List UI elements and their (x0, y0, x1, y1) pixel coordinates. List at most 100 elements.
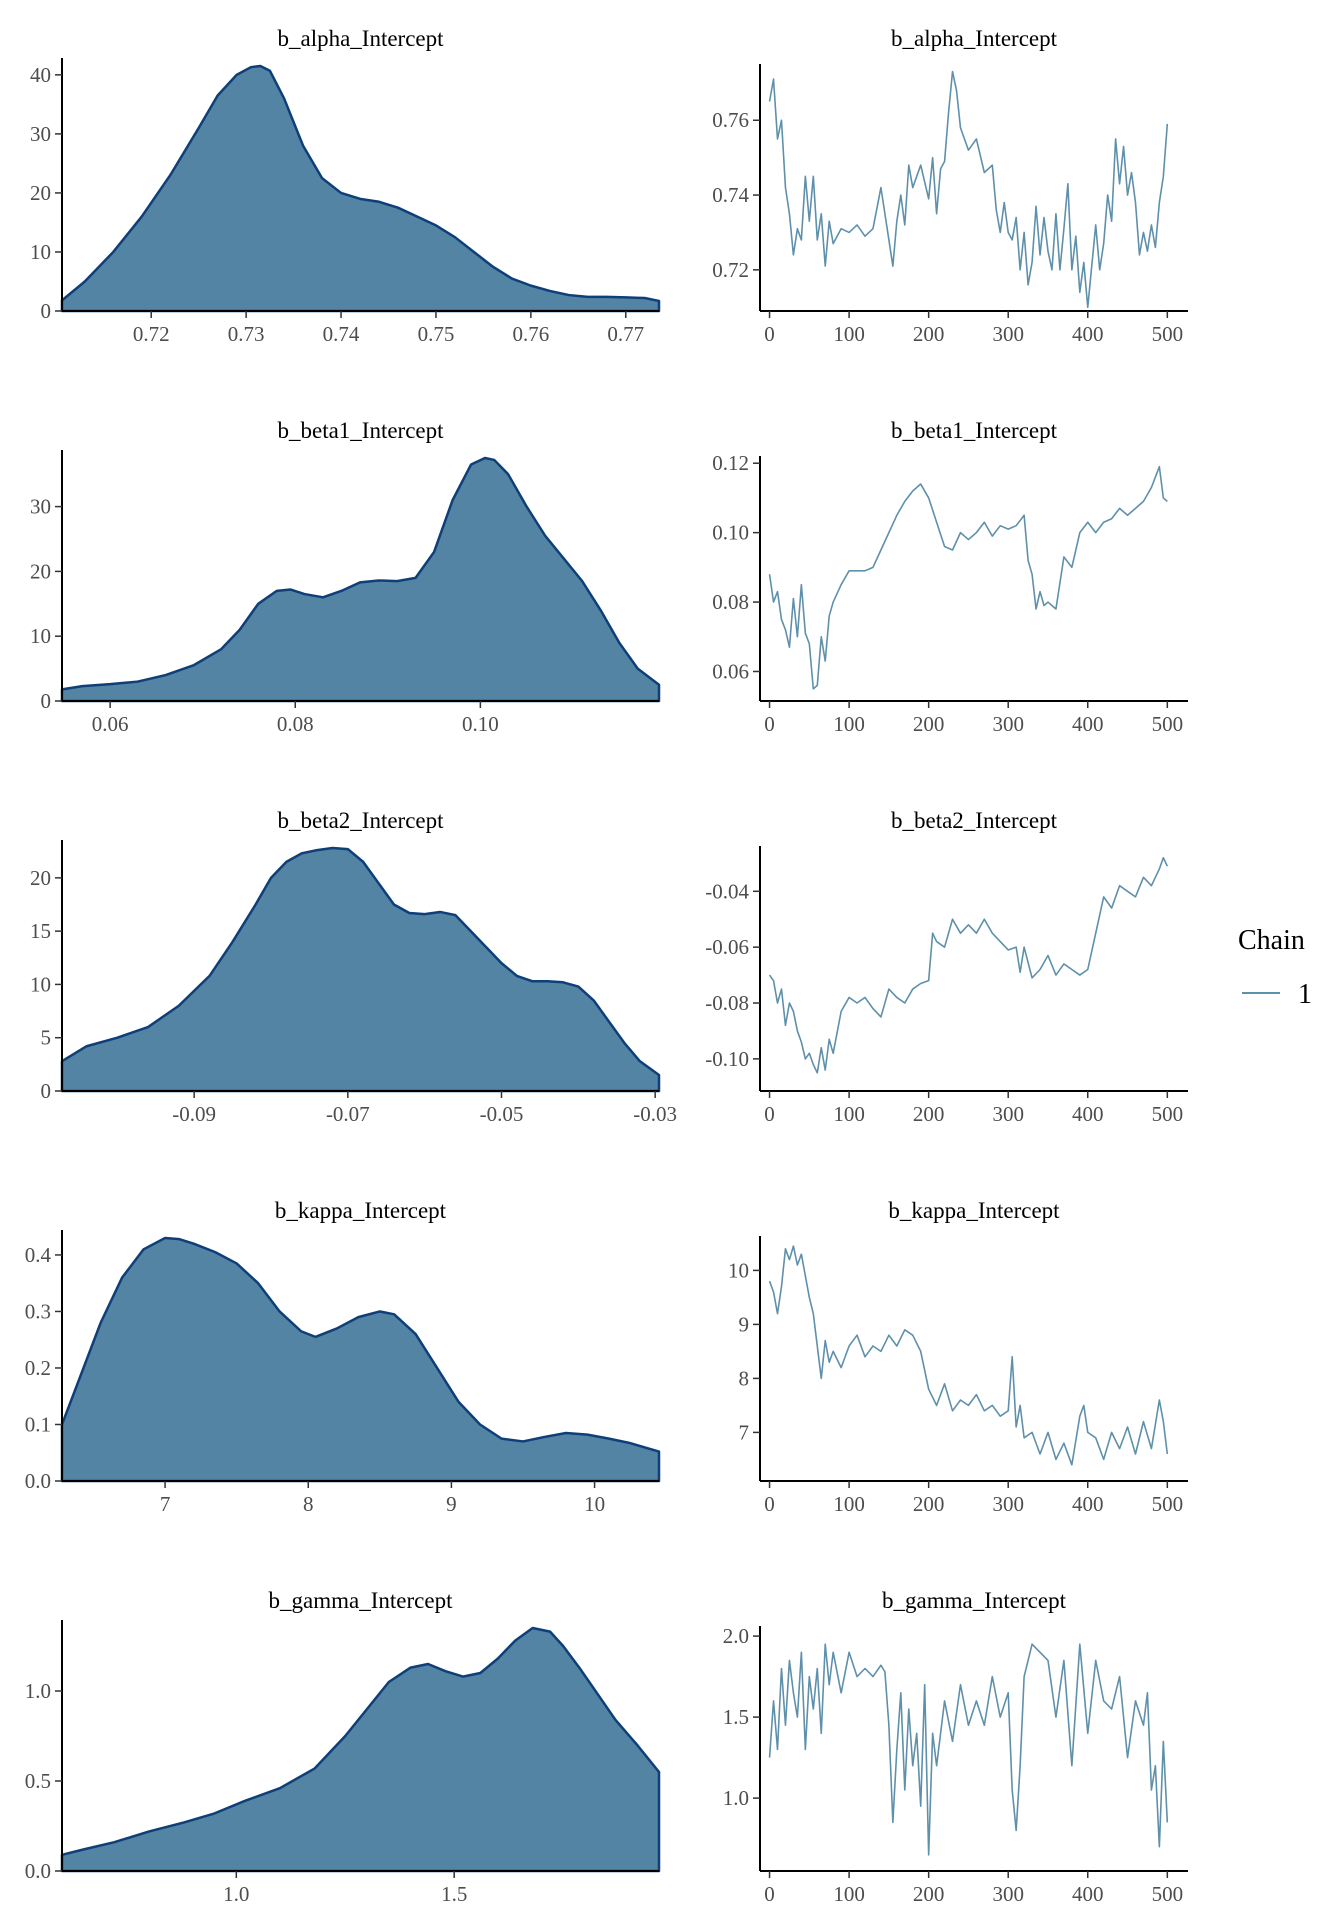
trace-3-x-tick-label: 200 (913, 1102, 945, 1126)
trace-3-y-tick-label: -0.04 (705, 879, 749, 903)
density-1-y-tick-label: 30 (30, 122, 51, 146)
density-3-x-tick-label: -0.07 (326, 1102, 370, 1126)
trace-5-trace-line (768, 1643, 1169, 1856)
panel-layer: b_alpha_Intercept 0.72 0.73 0.74 0.75 0.76 0.7… (25, 26, 1188, 1906)
trace-3-x-tick-label: 400 (1072, 1102, 1104, 1126)
density-5-x-tick-label: 1.0 (223, 1882, 249, 1906)
trace-3-panel: b_beta2_Intercept 0 100 200 300 400 500 -0.10 -0… (705, 808, 1188, 1126)
density-4-title: b_kappa_Intercept (275, 1198, 447, 1223)
trace-2-x-tick-label: 0 (764, 712, 775, 736)
trace-2-y-tick-label: 0.08 (712, 590, 749, 614)
density-4-x-tick-label: 8 (303, 1492, 314, 1516)
trace-1-title: b_alpha_Intercept (891, 26, 1058, 51)
trace-2-x-tick-label: 200 (913, 712, 945, 736)
density-2-y-tick-label: 20 (30, 559, 51, 583)
density-2-x-tick-label: 0.08 (277, 712, 314, 736)
trace-1-x-tick-label: 100 (833, 322, 865, 346)
trace-5-x-tick-label: 200 (913, 1882, 945, 1906)
density-4-y-tick-label: 0.1 (25, 1412, 51, 1436)
density-1-density-area (60, 64, 661, 313)
density-2-x-tick-label: 0.06 (92, 712, 129, 736)
density-5-y-tick-label: 0.0 (25, 1859, 51, 1883)
density-4-y-tick-label: 0.4 (25, 1243, 52, 1267)
density-2-title: b_beta1_Intercept (277, 418, 444, 443)
density-4-x-tick-label: 7 (160, 1492, 171, 1516)
density-2-x-tick-label: 0.10 (462, 712, 499, 736)
trace-5-y-tick-label: 1.5 (723, 1705, 749, 1729)
trace-1-x-tick-label: 400 (1072, 322, 1104, 346)
trace-5-y-tick-label: 1.0 (723, 1786, 749, 1810)
trace-4-y-tick-label: 10 (728, 1258, 749, 1282)
density-5-density-area (60, 1626, 661, 1873)
trace-1-x-tick-label: 0 (764, 322, 775, 346)
density-2-density-area (60, 456, 661, 703)
trace-4-title: b_kappa_Intercept (888, 1198, 1060, 1223)
trace-5-x-tick-label: 500 (1152, 1882, 1184, 1906)
trace-3-y-tick-label: -0.08 (705, 991, 749, 1015)
density-5-y-tick-label: 1.0 (25, 1679, 51, 1703)
density-5-panel: b_gamma_Intercept 1.0 1.5 0.0 0.5 1.0 (25, 1588, 661, 1906)
density-2-y-tick-label: 10 (30, 624, 51, 648)
trace-4-y-tick-label: 9 (739, 1312, 750, 1336)
trace-1-y-tick-label: 0.76 (712, 108, 749, 132)
density-4-x-tick-label: 10 (584, 1492, 605, 1516)
density-1-title: b_alpha_Intercept (277, 26, 444, 51)
trace-5-x-tick-label: 100 (833, 1882, 865, 1906)
density-3-x-tick-label: -0.09 (172, 1102, 216, 1126)
density-3-density-area (60, 846, 661, 1093)
density-4-x-tick-label: 9 (446, 1492, 457, 1516)
trace-3-y-tick-label: -0.10 (705, 1047, 749, 1071)
trace-2-y-tick-label: 0.12 (712, 451, 749, 475)
density-3-panel: b_beta2_Intercept -0.09 -0.07 -0.05 -0.03 0 5 1… (30, 808, 677, 1126)
density-4-density-area (60, 1236, 661, 1483)
trace-1-y-tick-label: 0.74 (712, 183, 749, 207)
trace-1-trace-line (768, 70, 1169, 309)
trace-1-x-tick-label: 300 (992, 322, 1024, 346)
trace-3-x-tick-label: 100 (833, 1102, 865, 1126)
density-4-y-tick-label: 0.0 (25, 1469, 51, 1493)
density-5-y-tick-label: 0.5 (25, 1769, 51, 1793)
trace-3-trace-line (768, 856, 1169, 1074)
trace-2-title: b_beta1_Intercept (891, 418, 1058, 443)
density-2-panel: b_beta1_Intercept 0.06 0.08 0.10 0 10 20 30 (30, 418, 661, 736)
trace-5-y-tick-label: 2.0 (723, 1624, 749, 1648)
density-1-y-tick-label: 20 (30, 181, 51, 205)
density-1-panel: b_alpha_Intercept 0.72 0.73 0.74 0.75 0.76 0.7… (30, 26, 661, 346)
trace-2-x-tick-label: 400 (1072, 712, 1104, 736)
density-3-y-tick-label: 10 (30, 972, 51, 996)
density-1-x-tick-label: 0.73 (228, 322, 265, 346)
trace-3-x-tick-label: 0 (764, 1102, 775, 1126)
density-1-y-tick-label: 40 (30, 63, 51, 87)
density-4-y-tick-label: 0.2 (25, 1356, 51, 1380)
trace-3-x-tick-label: 500 (1152, 1102, 1184, 1126)
trace-5-x-tick-label: 0 (764, 1882, 775, 1906)
trace-4-x-tick-label: 400 (1072, 1492, 1104, 1516)
trace-3-y-tick-label: -0.06 (705, 935, 749, 959)
trace-4-x-tick-label: 200 (913, 1492, 945, 1516)
trace-2-x-tick-label: 300 (992, 712, 1024, 736)
density-3-y-tick-label: 15 (30, 919, 51, 943)
trace-4-trace-line (768, 1245, 1169, 1466)
density-5-title: b_gamma_Intercept (269, 1588, 454, 1613)
trace-2-trace-line (768, 465, 1168, 690)
trace-4-x-tick-label: 300 (992, 1492, 1024, 1516)
trace-3-x-tick-label: 300 (992, 1102, 1024, 1126)
density-3-x-tick-label: -0.03 (633, 1102, 677, 1126)
trace-5-title: b_gamma_Intercept (882, 1588, 1067, 1613)
trace-4-x-tick-label: 100 (833, 1492, 865, 1516)
trace-2-panel: b_beta1_Intercept 0 100 200 300 400 500 0.06 0.0… (712, 418, 1188, 736)
trace-4-y-tick-label: 7 (739, 1420, 750, 1444)
trace-3-title: b_beta2_Intercept (891, 808, 1058, 833)
density-1-x-tick-label: 0.77 (607, 322, 644, 346)
density-1-y-tick-label: 0 (41, 299, 52, 323)
density-4-y-tick-label: 0.3 (25, 1299, 51, 1323)
density-2-y-tick-label: 0 (41, 689, 52, 713)
trace-5-x-tick-label: 400 (1072, 1882, 1104, 1906)
trace-1-panel: b_alpha_Intercept 0 100 200 300 400 500 0.72 0.7… (712, 26, 1188, 346)
density-3-x-tick-label: -0.05 (480, 1102, 524, 1126)
trace-1-y-tick-label: 0.72 (712, 258, 749, 282)
density-3-y-tick-label: 0 (41, 1079, 52, 1103)
density-1-x-tick-label: 0.72 (133, 322, 170, 346)
density-1-x-tick-label: 0.75 (418, 322, 455, 346)
